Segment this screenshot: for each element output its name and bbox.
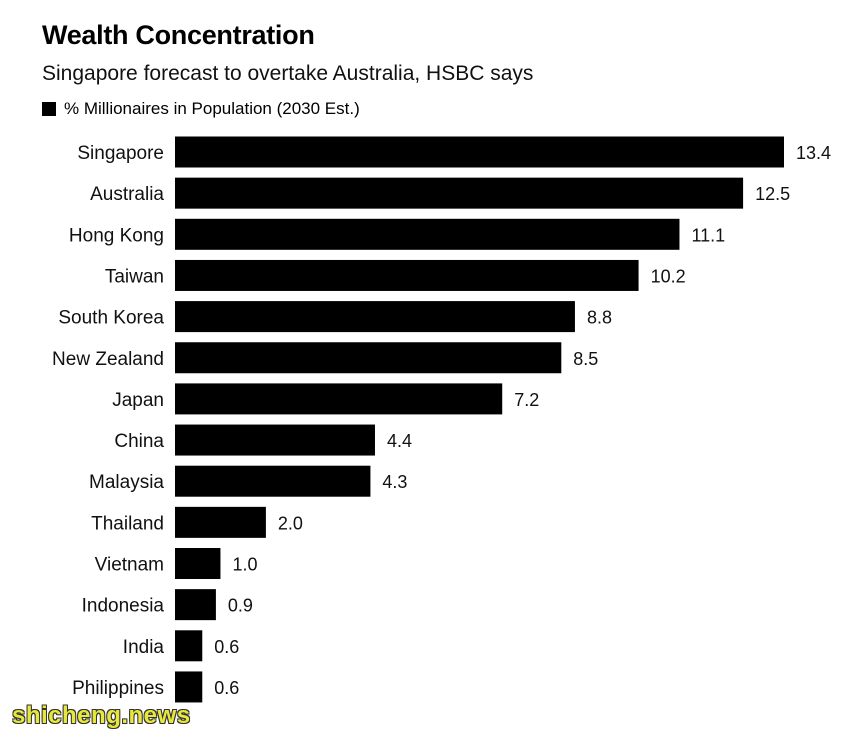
category-label-thailand: Thailand [91, 513, 164, 534]
value-label-india: 0.6 [214, 637, 239, 657]
bar-india [175, 630, 203, 662]
bar-south-korea [175, 301, 575, 333]
bar-singapore [175, 136, 784, 168]
category-label-japan: Japan [112, 390, 164, 411]
category-label-south-korea: South Korea [58, 308, 164, 329]
bar-thailand [175, 506, 266, 538]
value-label-malaysia: 4.3 [382, 472, 407, 492]
bar-vietnam [175, 548, 221, 579]
bar-new-zealand [175, 342, 562, 374]
watermark: shicheng.news [12, 702, 191, 729]
value-label-china: 4.4 [387, 431, 412, 451]
bar-australia [175, 177, 744, 209]
category-label-indonesia: Indonesia [82, 596, 165, 617]
value-label-vietnam: 1.0 [232, 555, 257, 575]
category-label-india: India [123, 637, 165, 658]
chart-title: Wealth Concentration [42, 20, 315, 50]
value-label-taiwan: 10.2 [651, 266, 686, 286]
bar-taiwan [175, 259, 639, 291]
category-label-singapore: Singapore [77, 143, 164, 164]
value-label-hong-kong: 11.1 [691, 225, 725, 245]
category-label-vietnam: Vietnam [95, 555, 164, 576]
category-label-new-zealand: New Zealand [52, 349, 164, 370]
value-label-south-korea: 8.8 [587, 308, 612, 328]
bar-indonesia [175, 589, 216, 621]
legend-swatch [42, 102, 56, 116]
value-label-australia: 12.5 [755, 184, 790, 204]
category-label-hong-kong: Hong Kong [69, 225, 164, 246]
category-label-malaysia: Malaysia [89, 472, 164, 493]
value-label-singapore: 13.4 [796, 143, 831, 163]
bar-hong-kong [175, 218, 680, 250]
category-label-china: China [114, 431, 164, 452]
value-label-japan: 7.2 [514, 390, 539, 410]
bar-malaysia [175, 465, 371, 497]
chart-subtitle: Singapore forecast to overtake Australia… [42, 62, 534, 85]
legend-label: % Millionaires in Population (2030 Est.) [64, 99, 360, 118]
value-label-philippines: 0.6 [214, 678, 239, 698]
bar-japan [175, 383, 503, 415]
legend: % Millionaires in Population (2030 Est.) [42, 99, 360, 119]
category-label-philippines: Philippines [72, 678, 164, 699]
value-label-new-zealand: 8.5 [573, 349, 598, 369]
category-label-australia: Australia [90, 184, 164, 205]
category-label-taiwan: Taiwan [105, 266, 164, 287]
bar-china [175, 424, 375, 456]
value-label-thailand: 2.0 [278, 513, 303, 533]
bar-philippines [175, 671, 203, 703]
value-label-indonesia: 0.9 [228, 596, 253, 616]
